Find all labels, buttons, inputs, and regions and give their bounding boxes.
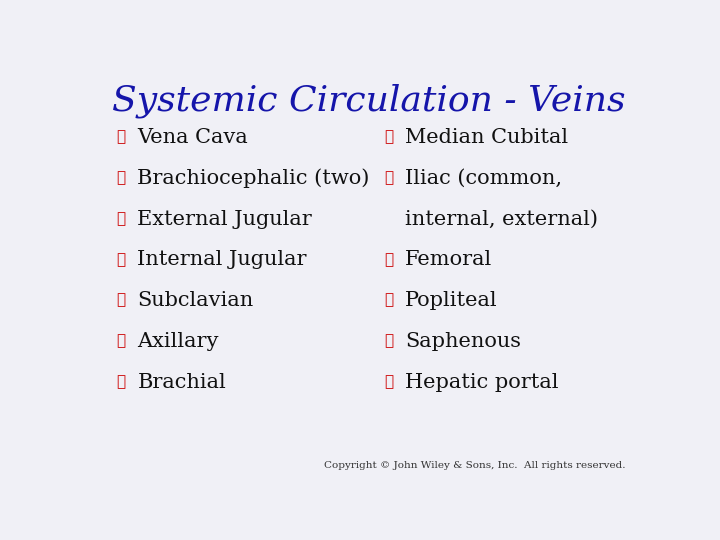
Text: ❖: ❖ — [116, 131, 125, 145]
Text: Popliteal: Popliteal — [405, 291, 498, 310]
Text: Systemic Circulation - Veins: Systemic Circulation - Veins — [112, 84, 626, 118]
Text: ❖: ❖ — [384, 131, 393, 145]
Text: ❖: ❖ — [116, 375, 125, 389]
Text: Hepatic portal: Hepatic portal — [405, 373, 559, 392]
Text: Axillary: Axillary — [138, 332, 219, 351]
Text: Iliac (common,: Iliac (common, — [405, 169, 562, 188]
Text: internal, external): internal, external) — [405, 210, 598, 228]
Text: ❖: ❖ — [384, 294, 393, 308]
Text: Saphenous: Saphenous — [405, 332, 521, 351]
Text: Internal Jugular: Internal Jugular — [138, 251, 307, 269]
Text: Copyright © John Wiley & Sons, Inc.  All rights reserved.: Copyright © John Wiley & Sons, Inc. All … — [324, 461, 626, 470]
Text: Femoral: Femoral — [405, 251, 492, 269]
Text: Vena Cava: Vena Cava — [138, 128, 248, 147]
Text: Median Cubital: Median Cubital — [405, 128, 568, 147]
Text: ❖: ❖ — [116, 171, 125, 185]
Text: Brachial: Brachial — [138, 373, 226, 392]
Text: ❖: ❖ — [116, 294, 125, 308]
Text: Subclavian: Subclavian — [138, 291, 253, 310]
Text: ❖: ❖ — [384, 334, 393, 348]
Text: ❖: ❖ — [384, 253, 393, 267]
Text: ❖: ❖ — [384, 375, 393, 389]
Text: ❖: ❖ — [116, 212, 125, 226]
Text: Brachiocephalic (two): Brachiocephalic (two) — [138, 168, 370, 188]
Text: External Jugular: External Jugular — [138, 210, 312, 228]
Text: ❖: ❖ — [116, 253, 125, 267]
Text: ❖: ❖ — [384, 171, 393, 185]
Text: ❖: ❖ — [116, 334, 125, 348]
